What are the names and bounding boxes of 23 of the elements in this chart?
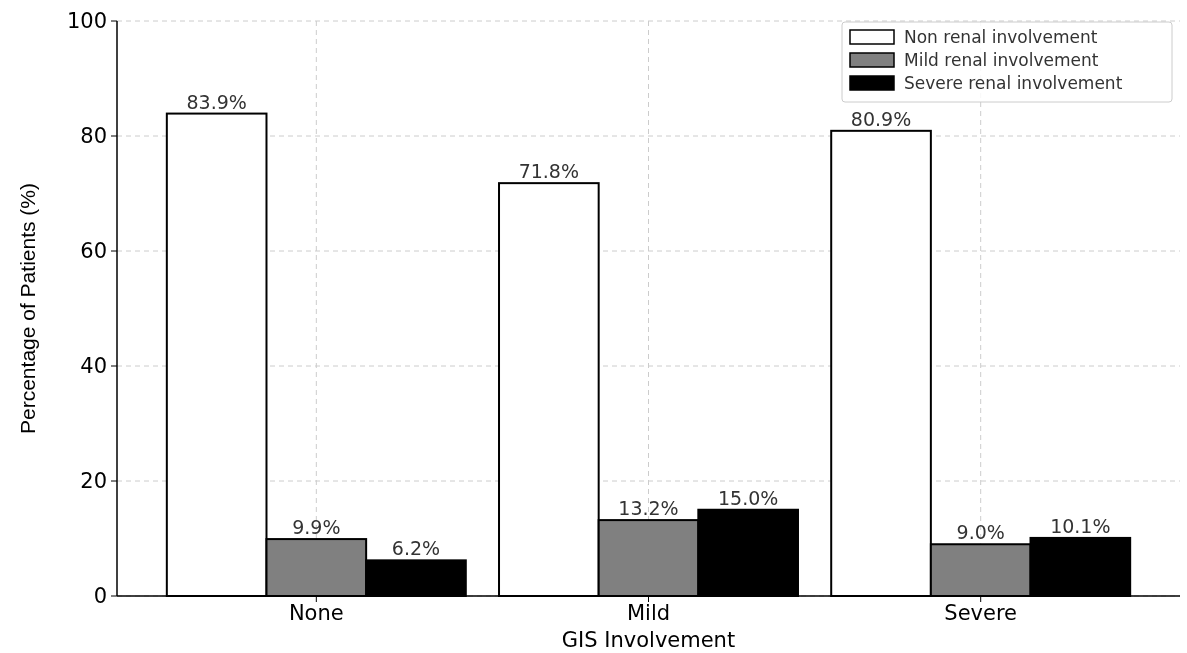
data-label: 9.0%: [956, 521, 1005, 544]
data-label: 71.8%: [518, 160, 580, 183]
x-axis-title: GIS Involvement: [561, 628, 736, 652]
data-label: 9.9%: [292, 516, 341, 539]
data-label: 6.2%: [391, 537, 441, 560]
legend-label: Mild renal involvement: [904, 49, 1099, 70]
data-label: 15.0%: [717, 486, 779, 509]
x-tick-label: Mild: [626, 601, 671, 625]
y-tick-label: 40: [80, 354, 107, 379]
x-tick-label: None: [288, 601, 344, 625]
data-label: 83.9%: [186, 90, 247, 113]
data-label: 10.1%: [1050, 514, 1111, 537]
y-tick-label: 0: [93, 584, 107, 609]
legend-label: Non renal involvement: [904, 26, 1098, 47]
y-axis-title: Percentage of Patients (%): [16, 183, 39, 434]
y-tick-label: 60: [80, 239, 107, 264]
data-label: 80.9%: [850, 107, 912, 130]
x-tick-label: Severe: [944, 601, 1018, 625]
y-tick-label: 20: [80, 469, 107, 494]
y-tick-label: 80: [80, 124, 107, 149]
y-tick-label: 100: [66, 9, 107, 34]
data-label: 13.2%: [618, 497, 679, 520]
legend-label: Severe renal involvement: [904, 72, 1123, 93]
